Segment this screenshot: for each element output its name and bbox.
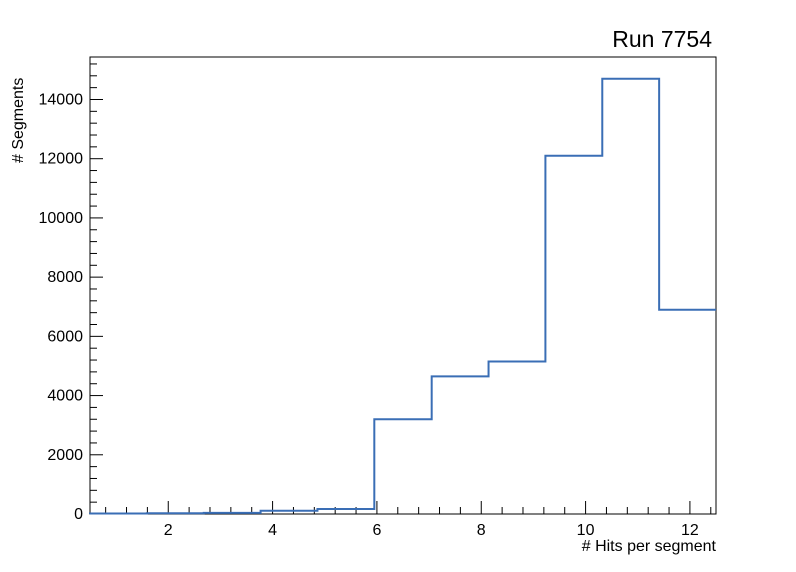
histogram-line xyxy=(89,77,716,515)
x-tick-label: 4 xyxy=(268,522,277,539)
x-tick-label: 12 xyxy=(681,522,699,539)
y-tick-label: 0 xyxy=(74,506,83,523)
y-tick-label: 12000 xyxy=(39,151,84,168)
y-tick-label: 2000 xyxy=(47,447,83,464)
y-tick-label: 6000 xyxy=(47,328,83,345)
x-tick-label: 8 xyxy=(477,522,486,539)
plot-frame xyxy=(89,56,717,515)
y-tick-label: 10000 xyxy=(39,210,84,227)
x-axis-label: # Hits per segment xyxy=(581,538,716,555)
y-tick-label: 14000 xyxy=(39,91,84,108)
y-axis-label: # Segments xyxy=(10,77,27,163)
y-tick-label: 8000 xyxy=(47,269,83,286)
x-tick-label: 2 xyxy=(164,522,173,539)
y-tick-label: 4000 xyxy=(47,388,83,405)
x-tick-label: 10 xyxy=(577,522,595,539)
x-tick-label: 6 xyxy=(372,522,381,539)
chart-title: Run 7754 xyxy=(612,26,712,52)
